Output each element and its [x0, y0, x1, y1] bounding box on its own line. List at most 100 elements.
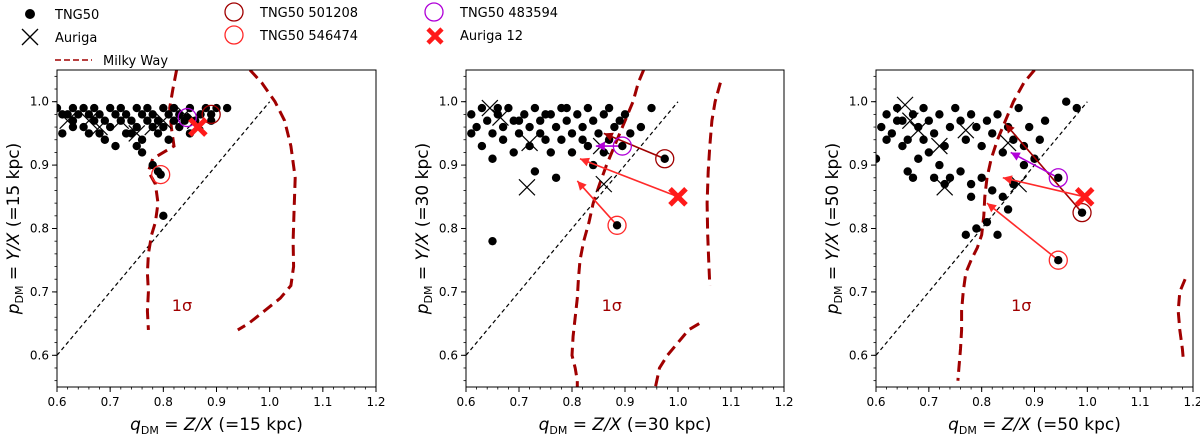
- tng50-point: [488, 236, 497, 246]
- tng50-point: [90, 116, 99, 125]
- y-axis-label: pDM = Y/X (=30 kpc): [413, 143, 435, 316]
- tng50-point: [977, 141, 986, 151]
- panel-2: 1σ 0.6 0.7 0.8 0.9 1.0 1.1 1.2 0.6 0.7 0.8 0.9 1.0 qD…: [413, 69, 794, 437]
- auriga-point: [896, 96, 914, 114]
- legend-auriga12-marker: [426, 27, 444, 45]
- auriga-point: [80, 112, 98, 130]
- y-tick-label: 0.7: [849, 285, 868, 299]
- tng50-point: [137, 148, 147, 157]
- highlight-ring-501208: [201, 104, 221, 125]
- one-to-one-line: [57, 101, 271, 356]
- tng50-point: [105, 122, 115, 132]
- tng50-point: [940, 179, 949, 189]
- tng50-point: [536, 129, 545, 138]
- tng50-point: [1035, 135, 1044, 144]
- y-axis-label: pDM = Y/X (=50 kpc): [823, 143, 845, 316]
- panel-3: 1σ 0.6 0.7 0.8 0.9 1.0 1.1 1.2 0.6 0.7 0.8 0.9 1.0 qD…: [823, 69, 1200, 437]
- sigma-label: 1σ: [1011, 296, 1031, 315]
- tng50-point: [988, 129, 997, 138]
- legend-milky-way-label: Milky Way: [103, 54, 168, 69]
- y-tick-label: 0.7: [30, 285, 49, 299]
- tng50-point: [116, 103, 126, 113]
- x-tick-label: 0.8: [562, 395, 581, 409]
- tng50-point: [132, 141, 141, 151]
- tng50-point: [961, 230, 971, 240]
- evolution-arrow: [595, 141, 623, 151]
- tng50-point: [153, 129, 163, 138]
- tng50-point: [509, 148, 518, 157]
- y-tick-label: 0.8: [30, 222, 49, 236]
- tng50-point: [472, 122, 481, 132]
- evolution-arrow: [986, 202, 1059, 261]
- tng50-point: [993, 230, 1002, 240]
- auriga-point: [936, 178, 954, 196]
- tng50-point: [914, 122, 923, 132]
- y-tick-label: 0.8: [439, 222, 458, 236]
- panel-1: 1σ 0.6 0.7 0.8 0.9 1.0 1.1 1.2 0.6 0.7 0.8 0.9 1.0 qD…: [4, 69, 386, 437]
- tng50-point: [615, 116, 624, 125]
- tng50-point: [961, 135, 971, 144]
- tng50-point: [530, 167, 540, 176]
- highlight-point-501208: [1077, 208, 1087, 217]
- legend-546474-label: TNG50 546474: [259, 29, 358, 44]
- highlight-ring-546474: [1048, 250, 1068, 270]
- tng50-point: [557, 135, 566, 144]
- axes-frame: [875, 69, 1194, 388]
- x-tick-label: 1.1: [313, 395, 332, 409]
- tng50-point: [57, 103, 62, 113]
- evolution-arrow: [603, 132, 666, 160]
- tng50-point: [84, 129, 94, 138]
- tng50-point: [525, 141, 534, 151]
- tng50-point: [908, 173, 918, 182]
- y-tick-label: 0.8: [849, 222, 868, 236]
- tng50-point: [620, 110, 630, 119]
- auriga-point: [492, 109, 509, 126]
- tng50-point: [127, 129, 136, 138]
- y-tick-label: 0.6: [849, 348, 868, 362]
- tng50-point: [903, 135, 912, 144]
- x-tick-label: 0.7: [101, 395, 120, 409]
- legend-501208-label: TNG50 501208: [259, 6, 358, 21]
- tng50-point: [892, 103, 902, 113]
- auriga-point: [909, 121, 927, 139]
- x-tick-label: 1.2: [1183, 395, 1200, 409]
- tng50-point: [1072, 103, 1081, 113]
- x-axis-label: qDM = Z/X (=15 kpc): [130, 415, 303, 437]
- auriga-point: [999, 134, 1017, 152]
- tng50-point: [929, 173, 939, 182]
- y-tick-label: 0.9: [30, 158, 49, 172]
- tng50-point: [498, 135, 508, 144]
- y-tick-label: 1.0: [439, 95, 458, 109]
- tng50-point: [966, 110, 976, 119]
- tng50-point: [63, 110, 72, 119]
- tng50-point: [137, 135, 147, 144]
- tng50-point: [940, 141, 949, 151]
- legend-auriga12-label: Auriga 12: [460, 29, 523, 44]
- auriga-point: [128, 124, 146, 142]
- tng50-point: [935, 160, 944, 170]
- tng50-point: [488, 129, 497, 138]
- tng50-point: [626, 129, 635, 138]
- tng50-point: [636, 122, 646, 132]
- tng50-point: [924, 116, 934, 125]
- milky-way-contour: [570, 70, 645, 387]
- tng50-point: [914, 154, 923, 163]
- auriga12-marker: [1074, 187, 1095, 207]
- tng50-point: [956, 116, 965, 125]
- tng50-point: [977, 173, 986, 182]
- tng50-point: [132, 103, 141, 113]
- y-tick-label: 0.9: [849, 158, 868, 172]
- auriga-point: [481, 99, 499, 117]
- auriga-point: [930, 137, 948, 155]
- auriga-point: [901, 112, 919, 130]
- tng50-point: [488, 154, 497, 163]
- tng50-point: [74, 110, 83, 119]
- tng50-point: [887, 129, 897, 138]
- legend: TNG50 Auriga Milky Way TNG50 501208 TNG5…: [21, 2, 558, 69]
- highlight-point-546474: [1054, 256, 1063, 265]
- tng50-point: [514, 129, 524, 138]
- tng50-point: [567, 148, 577, 157]
- one-to-one-line: [876, 101, 1088, 356]
- tng50-point: [935, 110, 944, 119]
- milky-way-contour: [653, 322, 700, 387]
